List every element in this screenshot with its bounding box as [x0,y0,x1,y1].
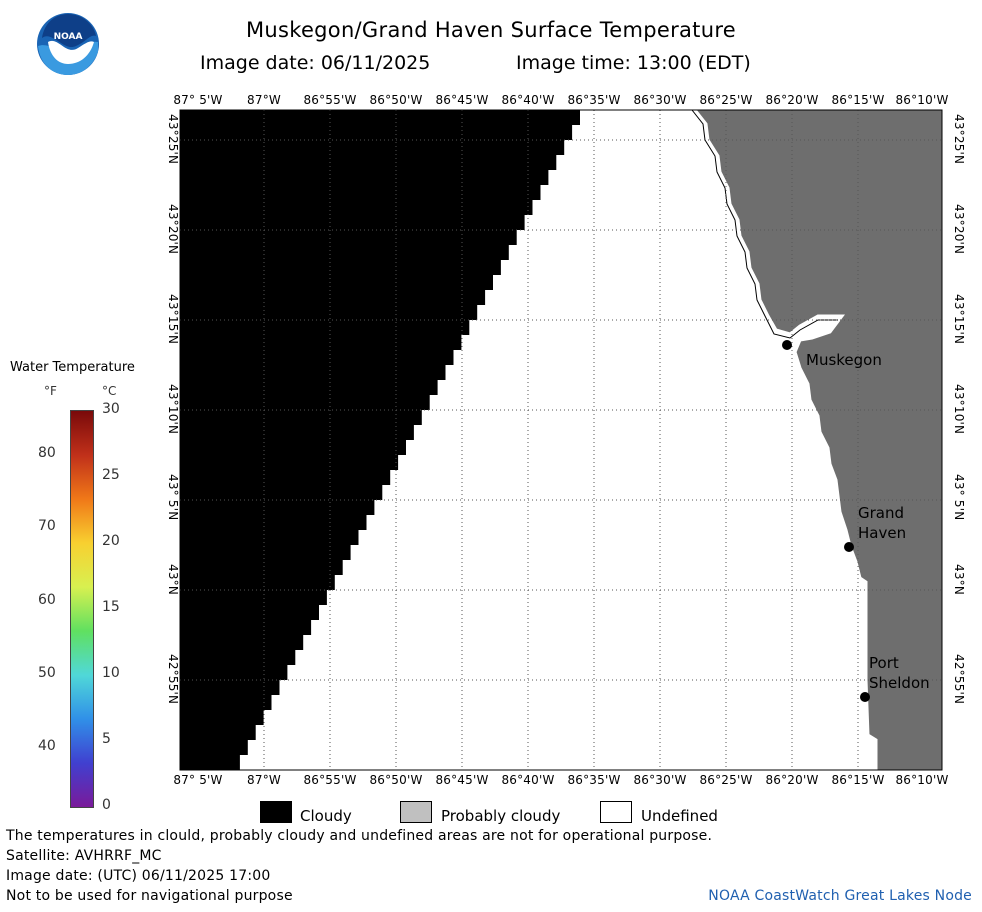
footer-credit: NOAA CoastWatch Great Lakes Node [708,888,972,904]
land-area [695,110,942,770]
colorbar-label-f: 60 [38,591,56,608]
colorbar-label-f: 40 [38,738,56,755]
colorbar-unit-f: °F [44,384,57,398]
colorbar-unit-c: °C [102,384,117,398]
place-label-line: Grand [858,504,905,522]
longitude-label: 86°25'W [699,773,753,787]
legend: Cloudy Probably cloudy Undefined [260,800,740,825]
latitude-label: 43°N [166,564,180,596]
footer-utc-date: Image date: (UTC) 06/11/2025 17:00 [6,868,271,884]
colorbar-label-f: 50 [38,665,56,681]
place-label-line: Haven [858,524,907,542]
latitude-label: 43°20'N [166,204,180,255]
longitude-label: 86°40'W [501,93,555,107]
place-label-grand-haven: Grand Haven [858,503,906,543]
longitude-label: 86°55'W [303,773,357,787]
colorbar-label-f: 70 [38,518,56,535]
longitude-label: 86°40'W [501,773,555,787]
longitude-label: 87° 5'W [173,93,223,107]
latitude-label: 43° 5'N [952,474,966,521]
legend-swatch-probably-cloudy [400,801,432,823]
latitude-label: 42°55'N [166,654,180,705]
noaa-logo-text: NOAA [53,32,83,42]
colorbar-label-c: 25 [102,467,120,483]
longitude-label: 86°10'W [895,93,949,107]
colorbar-label-c: 10 [102,665,120,681]
colorbar-label-c: 0 [102,797,111,813]
latitude-label: 43° 5'N [166,474,180,521]
image-time: Image time: 13:00 (EDT) [516,52,751,74]
latitude-label: 43°15'N [166,294,180,345]
coordinate-grid [180,110,942,770]
muskegon-marker [782,340,792,350]
colorbar-title: Water Temperature [10,360,135,375]
coastline [693,109,878,770]
colorbar-label-c: 5 [102,731,111,747]
colorbar [70,410,94,808]
port-sheldon-marker [860,692,870,702]
longitude-label: 86°35'W [567,773,621,787]
longitude-label: 86°45'W [435,773,489,787]
longitude-label: 86°25'W [699,93,753,107]
latitude-label: 43°15'N [952,294,966,345]
legend-swatch-cloudy [260,801,292,823]
latitude-label: 43°10'N [952,384,966,435]
latitude-label: 43°N [952,564,966,596]
cloudy-area [180,110,580,770]
longitude-label: 86°55'W [303,93,357,107]
colorbar-label-c: 30 [102,401,120,417]
longitude-label: 86°50'W [369,93,423,107]
longitude-label: 86°30'W [633,773,687,787]
latitude-label: 43°25'N [166,114,180,165]
longitude-label: 87°W [247,773,281,787]
image-date: Image date: 06/11/2025 [200,52,431,74]
colorbar-label-f: 80 [38,445,56,461]
grand-haven-marker [844,542,854,552]
longitude-label: 87°W [247,93,281,107]
map-title: Muskegon/Grand Haven Surface Temperature [245,18,737,42]
latitude-label: 42°55'N [952,654,966,705]
place-label-line: Muskegon [806,351,882,369]
longitude-label: 87° 5'W [173,773,223,787]
footer-nav-warning: Not to be used for navigational purpose [6,888,293,904]
legend-label-undefined: Undefined [641,807,718,825]
longitude-label: 86°50'W [369,773,423,787]
latitude-label: 43°10'N [166,384,180,435]
longitude-label: 86°15'W [831,773,885,787]
longitude-label: 86°30'W [633,93,687,107]
place-label-line: Port [869,654,899,672]
longitude-label: 86°45'W [435,93,489,107]
coastline-edge [691,109,838,339]
colorbar-label-c: 20 [102,533,120,549]
longitude-label: 86°20'W [765,773,819,787]
legend-swatch-undefined [600,801,632,823]
map-frame [179,109,943,771]
longitude-label: 86°15'W [831,93,885,107]
legend-label-probably-cloudy: Probably cloudy [441,807,561,825]
place-label-muskegon: Muskegon [806,351,882,369]
place-label-port-sheldon: Port Sheldon [869,653,930,693]
legend-label-cloudy: Cloudy [300,807,352,825]
footer-satellite: Satellite: AVHRRF_MC [6,848,162,864]
latitude-label: 43°20'N [952,204,966,255]
colorbar-label-c: 15 [102,599,120,615]
latitude-label: 43°25'N [952,114,966,165]
longitude-label: 86°35'W [567,93,621,107]
footer-note: The temperatures in clould, probably clo… [6,828,713,844]
place-label-line: Sheldon [869,674,930,692]
longitude-label: 86°10'W [895,773,949,787]
noaa-logo: NOAA [36,12,100,76]
longitude-label: 86°20'W [765,93,819,107]
